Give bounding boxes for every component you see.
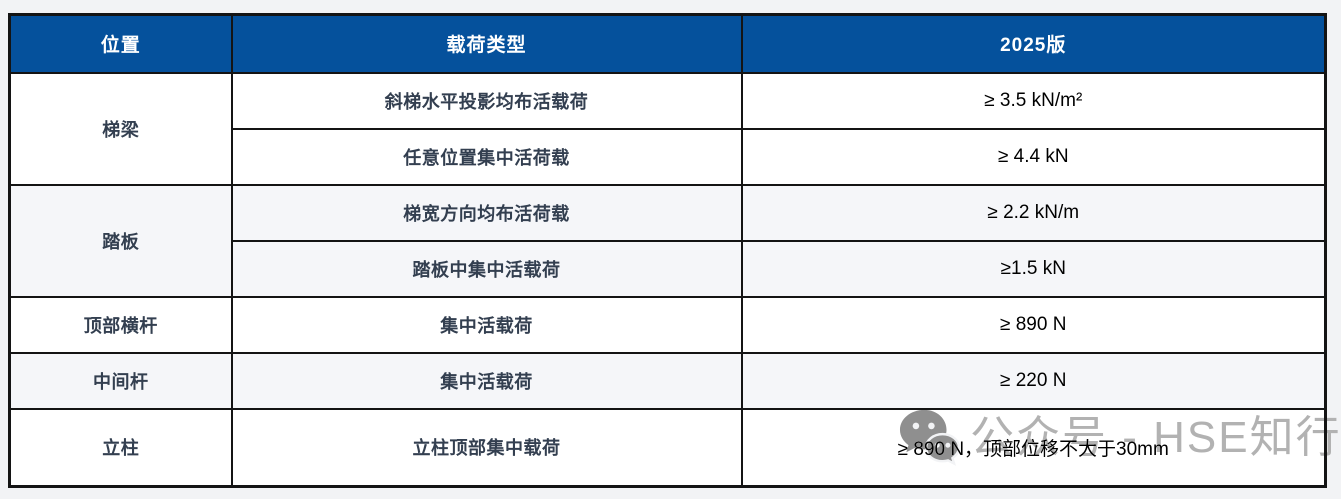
value-cell: ≥ 220 N — [740, 351, 1327, 410]
table-row: 顶部横杆 集中活载荷 ≥ 890 N — [8, 295, 1327, 354]
load-requirements-table-wrap: 位置 载荷类型 2025版 梯梁 斜梯水平投影均布活载荷 ≥ 3.5 kN/m²… — [8, 13, 1327, 488]
load-type-cell: 集中活载荷 — [230, 351, 743, 410]
table-row: 任意位置集中活荷载 ≥ 4.4 kN — [10, 127, 1327, 186]
load-type-cell: 立柱顶部集中载荷 — [230, 407, 743, 488]
table-row: 踏板 梯宽方向均布活荷载 ≥ 2.2 kN/m — [8, 183, 1327, 298]
position-cell-post: 立柱 — [8, 407, 233, 488]
value-cell: ≥ 4.4 kN — [740, 127, 1327, 186]
load-type-cell: 梯宽方向均布活荷载 — [230, 183, 743, 242]
value-cell: ≥ 890 N，顶部位移不大于30mm — [740, 407, 1327, 488]
position-cell-tread: 踏板 — [8, 183, 233, 298]
value-cell: ≥ 2.2 kN/m — [740, 183, 1327, 242]
position-cell-mid-rail: 中间杆 — [8, 351, 233, 410]
load-type-cell: 集中活载荷 — [230, 295, 743, 354]
load-type-cell: 任意位置集中活荷载 — [230, 127, 743, 186]
load-type-cell: 斜梯水平投影均布活载荷 — [230, 71, 743, 130]
header-row: 位置 载荷类型 2025版 — [8, 13, 1327, 74]
position-cell-top-rail: 顶部横杆 — [8, 295, 233, 354]
table-row: 梯梁 斜梯水平投影均布活载荷 ≥ 3.5 kN/m² — [8, 71, 1327, 186]
value-cell: ≥1.5 kN — [740, 239, 1327, 298]
load-type-cell: 踏板中集中活载荷 — [230, 239, 743, 298]
value-cell: ≥ 890 N — [740, 295, 1327, 354]
table-row: 踏板中集中活载荷 ≥1.5 kN — [10, 239, 1327, 298]
table-row: 立柱 立柱顶部集中载荷 ≥ 890 N，顶部位移不大于30mm — [8, 407, 1327, 488]
header-cell-load-type: 载荷类型 — [230, 13, 743, 74]
value-cell: ≥ 3.5 kN/m² — [740, 71, 1327, 130]
header-cell-position: 位置 — [8, 13, 233, 74]
position-cell-ladder-beam: 梯梁 — [8, 71, 233, 186]
table-row: 中间杆 集中活载荷 ≥ 220 N — [8, 351, 1327, 410]
header-cell-2025-edition: 2025版 — [740, 13, 1327, 74]
load-requirements-table: 位置 载荷类型 2025版 梯梁 斜梯水平投影均布活载荷 ≥ 3.5 kN/m²… — [8, 13, 1327, 488]
